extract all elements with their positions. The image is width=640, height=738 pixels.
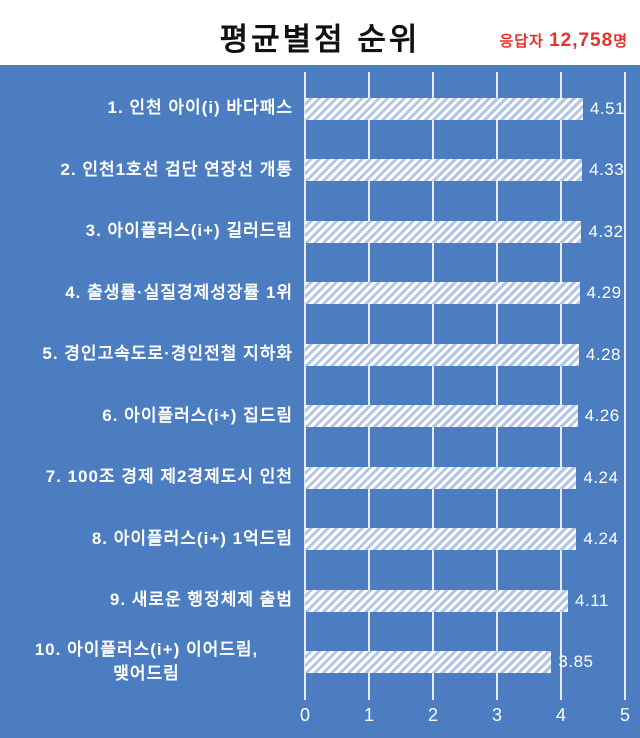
- bar-row: 10. 아이플러스(i+) 이어드림, 맺어드림 3.85: [0, 632, 625, 694]
- x-axis-tick: 2: [427, 705, 439, 725]
- category-label: 10. 아이플러스(i+) 이어드림, 맺어드림: [34, 639, 259, 684]
- bar: [305, 405, 578, 428]
- x-axis-tick: 5: [619, 705, 631, 725]
- gridline-3: [496, 72, 498, 700]
- gridline-5: [624, 72, 626, 700]
- category-label: 2. 인천1호선 검단 연장선 개통: [60, 159, 293, 179]
- bar-plot: 4.26: [305, 405, 625, 428]
- bar: [305, 466, 577, 489]
- bar: [305, 528, 577, 551]
- category-label: 5. 경인고속도로·경인전철 지하화: [42, 344, 293, 364]
- gridline-0: [304, 72, 306, 700]
- bar: [305, 97, 583, 120]
- category-label: 9. 새로운 행정체제 출범: [109, 590, 293, 610]
- bar-value-label: 3.85: [558, 652, 594, 672]
- gridline-2: [432, 72, 434, 700]
- x-axis-tick: 1: [363, 705, 375, 725]
- gridline-1: [368, 72, 370, 700]
- bar-value-label: 4.11: [575, 590, 609, 610]
- bar-row: 3. 아이플러스(i+) 길러드림 4.32: [0, 201, 625, 263]
- bar-rows: 1. 인천 아이(i) 바다패스 4.51 2. 인천1호선 검단 연장선 개통…: [0, 78, 625, 693]
- respondents-suffix: 명: [613, 33, 628, 50]
- bar-plot: 4.33: [305, 159, 625, 182]
- bar-row: 6. 아이플러스(i+) 집드림 4.26: [0, 386, 625, 448]
- bar-row: 1. 인천 아이(i) 바다패스 4.51: [0, 78, 625, 140]
- bar: [305, 651, 552, 674]
- bar-row: 7. 100조 경제 제2경제도시 인천 4.24: [0, 447, 625, 509]
- bar: [305, 282, 580, 305]
- respondents-label: 응답자 12,758명: [499, 30, 628, 52]
- bar-row: 2. 인천1호선 검단 연장선 개통 4.33: [0, 140, 625, 202]
- bar-plot: 4.32: [305, 220, 625, 243]
- category-label: 3. 아이플러스(i+) 길러드림: [85, 221, 293, 241]
- x-axis-tick: 0: [299, 705, 311, 725]
- bar: [305, 159, 583, 182]
- category-label: 4. 출생률·실질경제성장률 1위: [65, 282, 293, 302]
- bar-value-label: 4.33: [589, 160, 625, 180]
- category-label: 1. 인천 아이(i) 바다패스: [107, 98, 293, 118]
- x-axis-tick: 3: [491, 705, 503, 725]
- gridlines: [304, 72, 626, 700]
- bar-row: 8. 아이플러스(i+) 1억드림 4.24: [0, 509, 625, 571]
- bar-row: 9. 새로운 행정체제 출범 4.11: [0, 570, 625, 632]
- respondents-prefix: 응답자: [499, 33, 550, 50]
- x-axis: 0 1 2 3 4 5: [300, 705, 630, 731]
- bar-plot: 4.28: [305, 343, 625, 366]
- x-axis-tick: 4: [555, 705, 567, 725]
- bar-plot: 4.24: [305, 466, 625, 489]
- bar-value-label: 4.24: [583, 529, 619, 549]
- bar: [305, 220, 582, 243]
- bar-chart: 1. 인천 아이(i) 바다패스 4.51 2. 인천1호선 검단 연장선 개통…: [0, 65, 640, 738]
- bar-value-label: 4.26: [584, 406, 620, 426]
- respondents-count: 12,758: [549, 30, 614, 51]
- bar-plot: 4.51: [305, 97, 625, 120]
- bar-row: 5. 경인고속도로·경인전철 지하화 4.28: [0, 324, 625, 386]
- chart-title: 평균별점 순위: [219, 22, 421, 57]
- bar: [305, 343, 579, 366]
- bar-plot: 4.24: [305, 528, 625, 551]
- category-label: 7. 100조 경제 제2경제도시 인천: [45, 467, 293, 487]
- category-label: 6. 아이플러스(i+) 집드림: [102, 405, 293, 425]
- bar-value-label: 4.29: [586, 283, 622, 303]
- bar-value-label: 4.28: [585, 344, 621, 364]
- gridline-4: [560, 72, 562, 700]
- bar-plot: 4.29: [305, 282, 625, 305]
- chart-header: 평균별점 순위 응답자 12,758명: [0, 0, 640, 65]
- bar-value-label: 4.24: [583, 467, 619, 487]
- bar: [305, 589, 569, 612]
- bar-value-label: 4.32: [588, 221, 624, 241]
- bar-row: 4. 출생률·실질경제성장률 1위 4.29: [0, 263, 625, 325]
- bar-value-label: 4.51: [589, 98, 625, 118]
- bar-plot: 4.11: [305, 589, 625, 612]
- category-label: 8. 아이플러스(i+) 1억드림: [91, 528, 293, 548]
- bar-plot: 3.85: [305, 651, 625, 674]
